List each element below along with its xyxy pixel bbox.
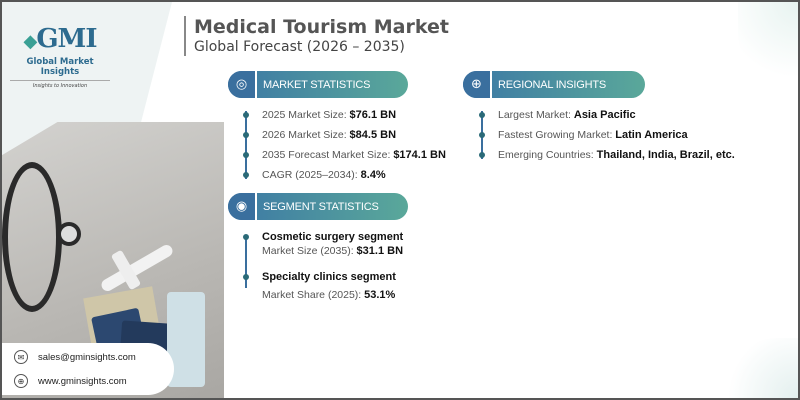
regional-insights-list: Largest Market: Asia Pacific Fastest Gro… [478, 105, 735, 165]
target-chart-icon: ◉ [228, 193, 257, 220]
list-item: 2035 Forecast Market Size: $174.1 BN [242, 145, 446, 165]
regional-insights-header: ⊕ REGIONAL INSIGHTS [463, 71, 645, 98]
stethoscope-chestpiece-icon [57, 222, 81, 246]
list-item: Fastest Growing Market: Latin America [478, 125, 735, 145]
section-heading: MARKET STATISTICS [263, 78, 371, 91]
globe-icon: ⊕ [463, 71, 492, 98]
diamond-icon: ◆ [23, 31, 38, 52]
page-title: Medical Tourism Market [194, 16, 449, 38]
section-heading: SEGMENT STATISTICS [263, 200, 379, 213]
mail-icon: ✉ [14, 350, 28, 364]
list-item: 2026 Market Size: $84.5 BN [242, 125, 446, 145]
background-shape [718, 338, 798, 398]
background-shape [738, 2, 798, 92]
list-item: Specialty clinics segment Market Share (2… [242, 270, 403, 306]
logo-name: Global Market Insights [10, 57, 110, 81]
website-text[interactable]: www.gminsights.com [38, 375, 127, 387]
market-statistics-header: ◎ MARKET STATISTICS [228, 71, 408, 98]
contact-box: ✉ sales@gminsights.com ⊕ www.gminsights.co… [2, 343, 174, 395]
globe-icon: ⊕ [14, 374, 28, 388]
segment-statistics-header: ◉ SEGMENT STATISTICS [228, 193, 408, 220]
logo-tagline: Insights to Innovation [32, 83, 88, 89]
page-subtitle: Global Forecast (2026 – 2035) [194, 39, 405, 55]
list-item: 2025 Market Size: $76.1 BN [242, 105, 446, 125]
list-item: Emerging Countries: Thailand, India, Bra… [478, 145, 735, 165]
website-link[interactable]: ⊕ www.gminsights.com [2, 371, 174, 391]
section-heading: REGIONAL INSIGHTS [498, 78, 607, 91]
gmi-logo: ◆GMI Global Market Insights Insights to … [10, 24, 110, 89]
page-header: Medical Tourism Market Global Forecast (… [184, 16, 449, 56]
list-item: CAGR (2025–2034): 8.4% [242, 165, 446, 185]
market-statistics-list: 2025 Market Size: $76.1 BN 2026 Market S… [242, 105, 446, 185]
logo-mark: GMI [36, 24, 97, 54]
email-link[interactable]: ✉ sales@gminsights.com [2, 347, 174, 367]
list-item: Cosmetic surgery segment Market Size (203… [242, 230, 403, 258]
segment-statistics-list: Cosmetic surgery segment Market Size (203… [242, 230, 403, 318]
globe-chart-icon: ◎ [228, 71, 257, 98]
email-text[interactable]: sales@gminsights.com [38, 351, 136, 363]
stethoscope-icon [2, 162, 62, 312]
list-item: Largest Market: Asia Pacific [478, 105, 735, 125]
